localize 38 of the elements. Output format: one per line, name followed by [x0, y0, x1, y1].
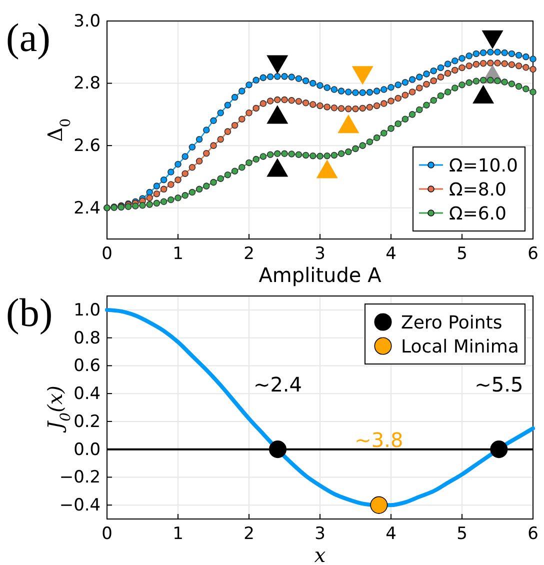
legend-label: Zero Points	[401, 312, 502, 334]
x-tick-label: 5	[456, 244, 468, 264]
x-tick-label: 6	[528, 244, 538, 264]
y-tick-label: 1.0	[74, 300, 101, 320]
x-axis-title: x	[314, 543, 326, 565]
legend-label: Ω=6.0	[449, 203, 506, 224]
y-tick-label: 0.0	[74, 440, 101, 460]
x-tick-label: 3	[314, 244, 326, 264]
x-tick-label: 6	[528, 524, 538, 544]
y-tick-label: 2.4	[74, 198, 101, 218]
y-tick-label: 0.6	[74, 356, 101, 376]
chart-title: (b)	[6, 290, 53, 335]
y-tick-label: 0.2	[74, 412, 101, 432]
y-tick-label: 0.4	[74, 384, 101, 404]
legend-label: Ω=10.0	[449, 155, 518, 176]
annotation: ~2.4	[253, 372, 302, 396]
annotation: ~3.8	[354, 428, 404, 452]
y-tick-label: 2.8	[74, 74, 101, 94]
y-tick-label: 3.0	[74, 11, 101, 32]
legend-label: Local Minima	[401, 336, 519, 358]
chart-title: (a)	[6, 15, 50, 60]
x-tick-label: 5	[456, 524, 468, 544]
x-tick-label: 3	[314, 524, 326, 544]
y-tick-label: −0.4	[59, 496, 101, 516]
legend-label: Ω=8.0	[449, 179, 506, 200]
x-tick-label: 2	[244, 524, 254, 544]
x-tick-label: 1	[172, 524, 184, 544]
y-tick-label: 2.6	[74, 136, 101, 156]
x-axis-title: Amplitude A	[258, 263, 382, 287]
x-tick-label: 2	[244, 244, 254, 264]
x-tick-label: 4	[386, 524, 396, 544]
x-tick-label: 4	[386, 244, 396, 264]
y-tick-label: −0.2	[59, 468, 101, 488]
y-tick-label: 0.8	[74, 328, 101, 348]
x-tick-label: 0	[102, 244, 112, 264]
x-tick-label: 0	[102, 524, 112, 544]
x-tick-label: 1	[172, 244, 184, 264]
annotation: ~5.5	[474, 372, 524, 396]
